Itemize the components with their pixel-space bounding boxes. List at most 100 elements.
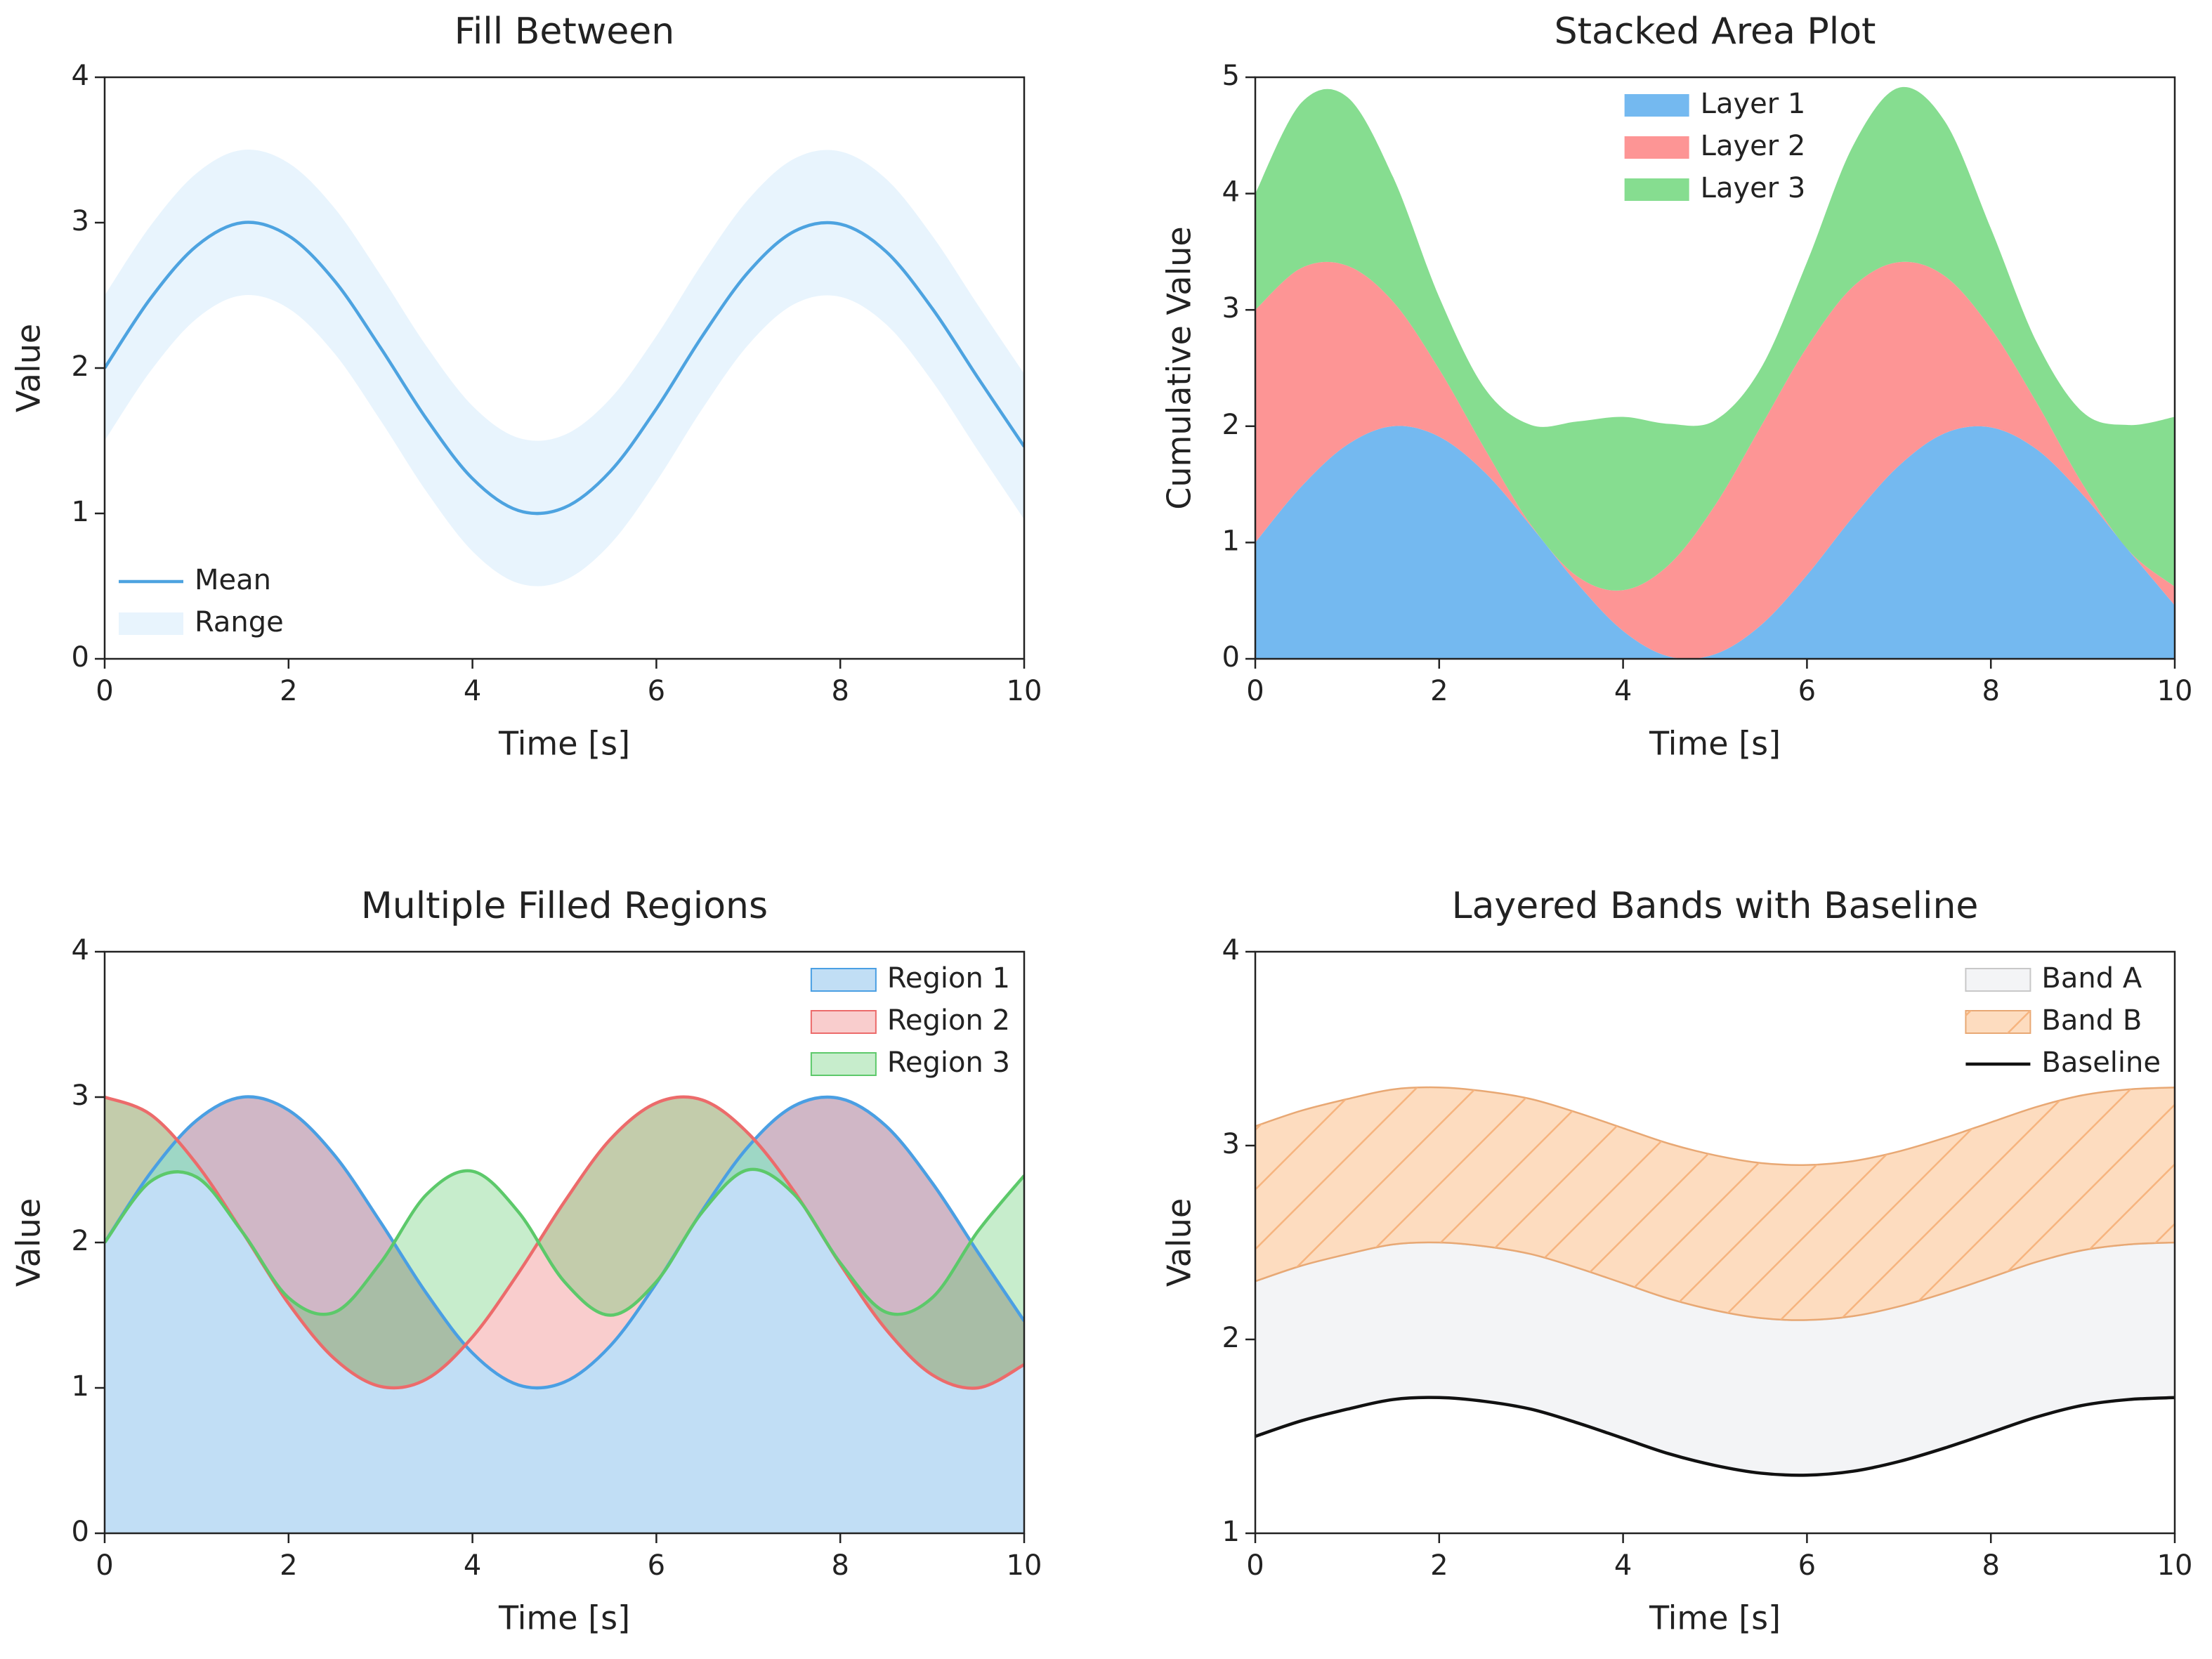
area	[1255, 86, 2175, 591]
line	[105, 221, 1024, 516]
x-tick-label: 0	[96, 1549, 113, 1582]
legend-swatch	[810, 1052, 877, 1076]
legend: Mean Range	[119, 564, 284, 638]
legend: Band A Band B Baseline	[1965, 962, 2161, 1079]
legend-label: Layer 2	[1701, 130, 1806, 162]
line	[105, 1167, 1024, 1317]
x-tick-label: 6	[648, 1549, 665, 1582]
legend-swatch	[810, 1010, 877, 1034]
plot-area	[1255, 1086, 2175, 1477]
legend-swatch	[1624, 178, 1689, 201]
x-tick-label: 10	[1007, 675, 1042, 707]
x-axis-label: Time [s]	[1649, 725, 1781, 763]
y-tick-label: 0	[1222, 641, 1240, 674]
plot-area	[105, 150, 1024, 586]
y-tick-label: 4	[72, 934, 89, 966]
band	[105, 150, 1024, 586]
region	[105, 1096, 1024, 1389]
x-tick-label: 6	[1798, 1549, 1816, 1582]
x-tick-label: 4	[1614, 1549, 1632, 1582]
x-tick-label: 2	[280, 675, 297, 707]
axes-frame	[1254, 950, 2176, 1535]
x-tick-label: 10	[1007, 1549, 1042, 1582]
x-tick-label: 2	[280, 1549, 297, 1582]
plot-area	[105, 1095, 1024, 1533]
subplot: 0 2 4 6 8 10 0 1 2 3 4 Multiple Filled Regions Time …	[10, 885, 1042, 1637]
legend-swatch	[119, 612, 183, 635]
x-tick-label: 10	[2157, 675, 2193, 707]
y-tick-label: 2	[1222, 1322, 1240, 1354]
chart-title: Layered Bands with Baseline	[1452, 885, 1979, 927]
x-tick-label: 6	[648, 675, 665, 707]
y-tick-label: 3	[72, 205, 89, 237]
y-tick-label: 1	[1222, 1516, 1240, 1548]
x-tick-label: 4	[464, 1549, 481, 1582]
y-axis-label: Value	[1160, 1198, 1198, 1287]
x-tick-label: 8	[1982, 675, 1999, 707]
x-tick-label: 4	[1614, 675, 1632, 707]
x-axis-label: Time [s]	[498, 1599, 630, 1637]
legend: Region 1 Region 2 Region 3	[810, 962, 1010, 1079]
region	[105, 1096, 1024, 1533]
x-tick-label: 0	[96, 675, 113, 707]
chart-title: Fill Between	[454, 11, 675, 53]
legend-swatch	[1624, 94, 1689, 117]
x-tick-label: 4	[464, 675, 481, 707]
legend-label: Region 2	[887, 1004, 1010, 1037]
legend-label: Layer 1	[1701, 88, 1806, 120]
y-tick-label: 0	[72, 641, 89, 674]
y-tick-label: 5	[1222, 60, 1240, 92]
legend-label: Range	[195, 606, 284, 638]
plot-area	[1255, 86, 2175, 659]
subplot: 0 2 4 6 8 10 0 1 2 3 4 5 Stacked Area Plot Time [s] Cu…	[1160, 11, 2193, 763]
y-tick-label: 1	[72, 496, 89, 528]
legend-label: Baseline	[2041, 1047, 2161, 1079]
x-tick-label: 2	[1430, 1549, 1448, 1582]
y-tick-label: 4	[1222, 934, 1240, 966]
band-hatch	[1255, 1087, 2175, 1320]
x-tick-label: 2	[1430, 675, 1448, 707]
y-tick-label: 3	[1222, 292, 1240, 324]
legend-label: Region 1	[887, 962, 1010, 995]
legend-label: Mean	[195, 564, 271, 596]
legend-label: Band A	[2041, 962, 2142, 995]
y-tick-label: 2	[1222, 409, 1240, 441]
legend-swatch	[810, 968, 877, 992]
y-tick-label: 1	[1222, 525, 1240, 557]
legend-label: Layer 3	[1701, 172, 1806, 204]
x-tick-label: 6	[1798, 675, 1816, 707]
y-tick-label: 3	[1222, 1128, 1240, 1160]
area	[1255, 261, 2175, 659]
y-tick-label: 0	[72, 1516, 89, 1548]
y-tick-label: 1	[72, 1370, 89, 1403]
legend: Layer 1 Layer 2 Layer 3	[1624, 88, 1806, 204]
x-tick-label: 8	[831, 1549, 849, 1582]
x-axis-label: Time [s]	[1649, 1599, 1781, 1637]
y-axis-label: Cumulative Value	[1160, 226, 1198, 510]
y-axis-label: Value	[10, 324, 48, 412]
y-tick-label: 2	[72, 1225, 89, 1257]
axes-frame	[1254, 76, 2176, 660]
chart-title: Stacked Area Plot	[1555, 11, 1876, 53]
y-tick-label: 4	[72, 60, 89, 92]
legend-label: Band B	[2041, 1004, 2142, 1037]
x-tick-label: 0	[1246, 1549, 1264, 1582]
chart-title: Multiple Filled Regions	[361, 885, 768, 927]
y-axis-label: Value	[10, 1198, 48, 1287]
legend-swatch	[1965, 968, 2031, 992]
legend-label: Region 3	[887, 1047, 1010, 1079]
x-tick-label: 8	[831, 675, 849, 707]
y-tick-label: 2	[72, 350, 89, 383]
legend-hatch	[1965, 1011, 2031, 1033]
region	[105, 1096, 1024, 1389]
y-tick-label: 3	[72, 1080, 89, 1112]
line	[105, 1095, 1024, 1390]
x-tick-label: 0	[1246, 675, 1264, 707]
area	[1255, 426, 2175, 659]
x-tick-label: 10	[2157, 1549, 2193, 1582]
legend-swatch	[1624, 136, 1689, 159]
x-axis-label: Time [s]	[498, 725, 630, 763]
y-tick-label: 4	[1222, 176, 1240, 209]
